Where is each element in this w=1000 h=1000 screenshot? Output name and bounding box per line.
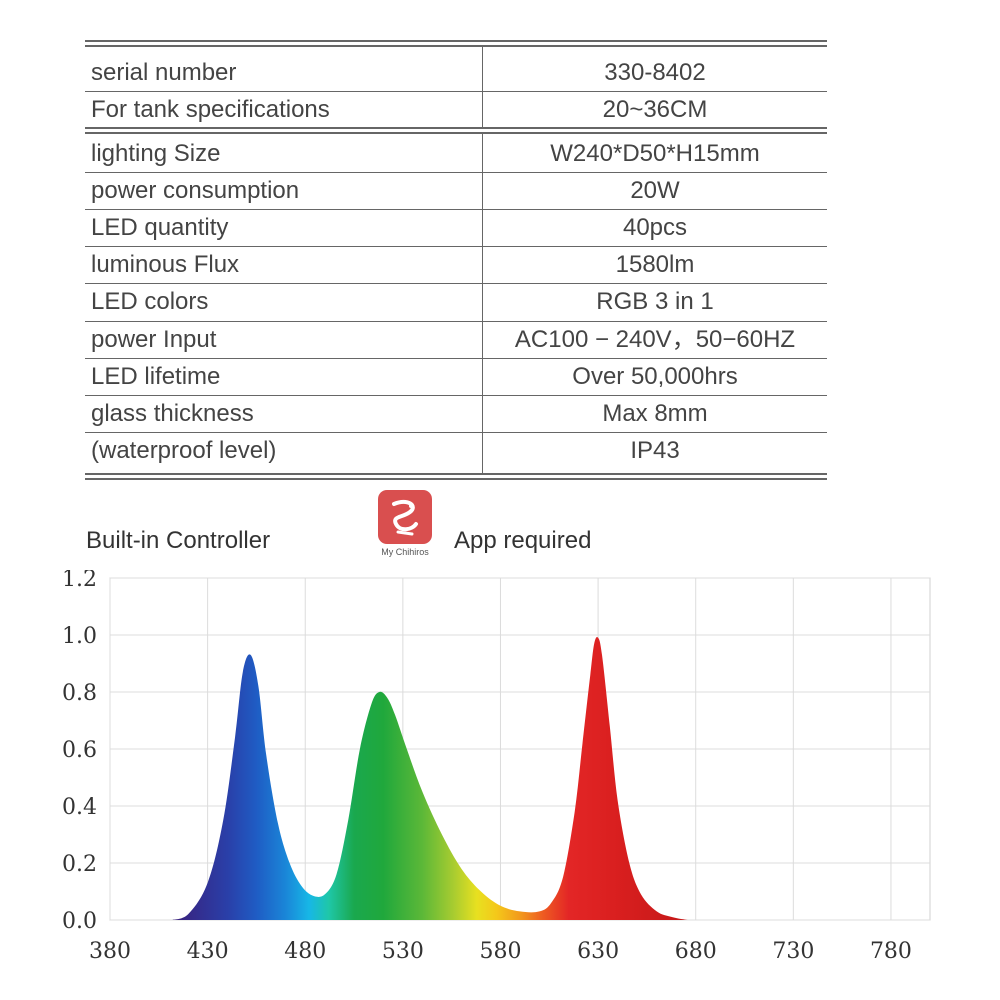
y-tick-labels: 0.0 0.2 0.4 0.6 0.8 1.0 1.2 — [62, 570, 97, 934]
table-rule — [85, 91, 827, 92]
y-tick-label: 0.2 — [62, 852, 97, 877]
spec-table: serial number 330-8402 For tank specificat… — [85, 40, 827, 480]
spec-value: Over 50,000hrs — [572, 363, 738, 390]
chart-grid — [109, 577, 931, 921]
spec-label: (waterproof level) — [91, 437, 277, 464]
y-tick-label: 0.4 — [62, 795, 97, 820]
x-tick-label: 430 — [187, 939, 229, 964]
y-tick-label: 0.6 — [62, 738, 97, 763]
x-tick-label: 780 — [870, 939, 912, 964]
table-column-divider — [482, 47, 483, 127]
table-rule — [85, 40, 827, 47]
spec-label: For tank specifications — [91, 96, 330, 123]
spec-value: IP43 — [630, 437, 680, 464]
app-logo: My Chihiros — [376, 490, 434, 557]
controller-title: Built-in Controller — [86, 527, 271, 554]
y-tick-label: 1.0 — [62, 624, 97, 649]
x-tick-label: 580 — [479, 939, 521, 964]
x-tick-labels: 380 430 480 530 580 630 680 730 780 — [89, 939, 912, 964]
spec-label: LED quantity — [91, 214, 229, 241]
spec-label: serial number — [91, 59, 237, 86]
spectrum-curve — [172, 637, 688, 920]
x-tick-label: 530 — [382, 939, 424, 964]
spec-label: LED lifetime — [91, 363, 221, 390]
y-tick-label: 1.2 — [62, 570, 97, 592]
spectrum-chart: 380 430 480 530 580 630 680 730 780 0.0 0.2 0.4 0.6… — [62, 570, 931, 964]
y-tick-label: 0.8 — [62, 681, 97, 706]
table-rule — [85, 473, 827, 480]
spec-label: luminous Flux — [91, 251, 240, 278]
spec-value: RGB 3 in 1 — [596, 288, 714, 315]
spec-value: 20~36CM — [602, 96, 708, 123]
x-tick-label: 730 — [772, 939, 814, 964]
table-rule — [85, 209, 827, 210]
spec-value: 40pcs — [622, 214, 688, 241]
spec-value: W240*D50*H15mm — [550, 140, 760, 167]
app-required-note: App required — [454, 527, 592, 554]
dragon-app-icon — [378, 490, 432, 544]
table-rule — [85, 395, 827, 396]
spec-label: LED colors — [91, 288, 209, 315]
table-rule — [85, 172, 827, 173]
table-rule — [85, 432, 827, 433]
spec-value: 1580lm — [615, 251, 695, 278]
table-rule — [85, 358, 827, 359]
table-rule — [85, 127, 827, 134]
spec-label: power Input — [91, 326, 217, 353]
x-tick-label: 480 — [284, 939, 326, 964]
x-tick-label: 680 — [675, 939, 717, 964]
table-column-divider — [482, 134, 483, 473]
spectrum-area — [172, 637, 688, 920]
x-tick-label: 380 — [89, 939, 131, 964]
table-rule — [85, 321, 827, 322]
spec-value: 330-8402 — [604, 59, 706, 86]
spec-label: power consumption — [91, 177, 300, 204]
spec-value: Max 8mm — [602, 400, 708, 427]
spec-label: lighting Size — [91, 140, 221, 167]
spec-value: 20W — [630, 177, 680, 204]
table-rule — [85, 246, 827, 247]
y-tick-label: 0.0 — [62, 909, 97, 934]
spec-label: glass thickness — [91, 400, 254, 427]
app-name: My Chihiros — [381, 547, 429, 557]
table-rule — [85, 283, 827, 284]
spec-value: AC100 − 240V，50−60HZ — [514, 326, 796, 353]
x-tick-label: 630 — [577, 939, 619, 964]
